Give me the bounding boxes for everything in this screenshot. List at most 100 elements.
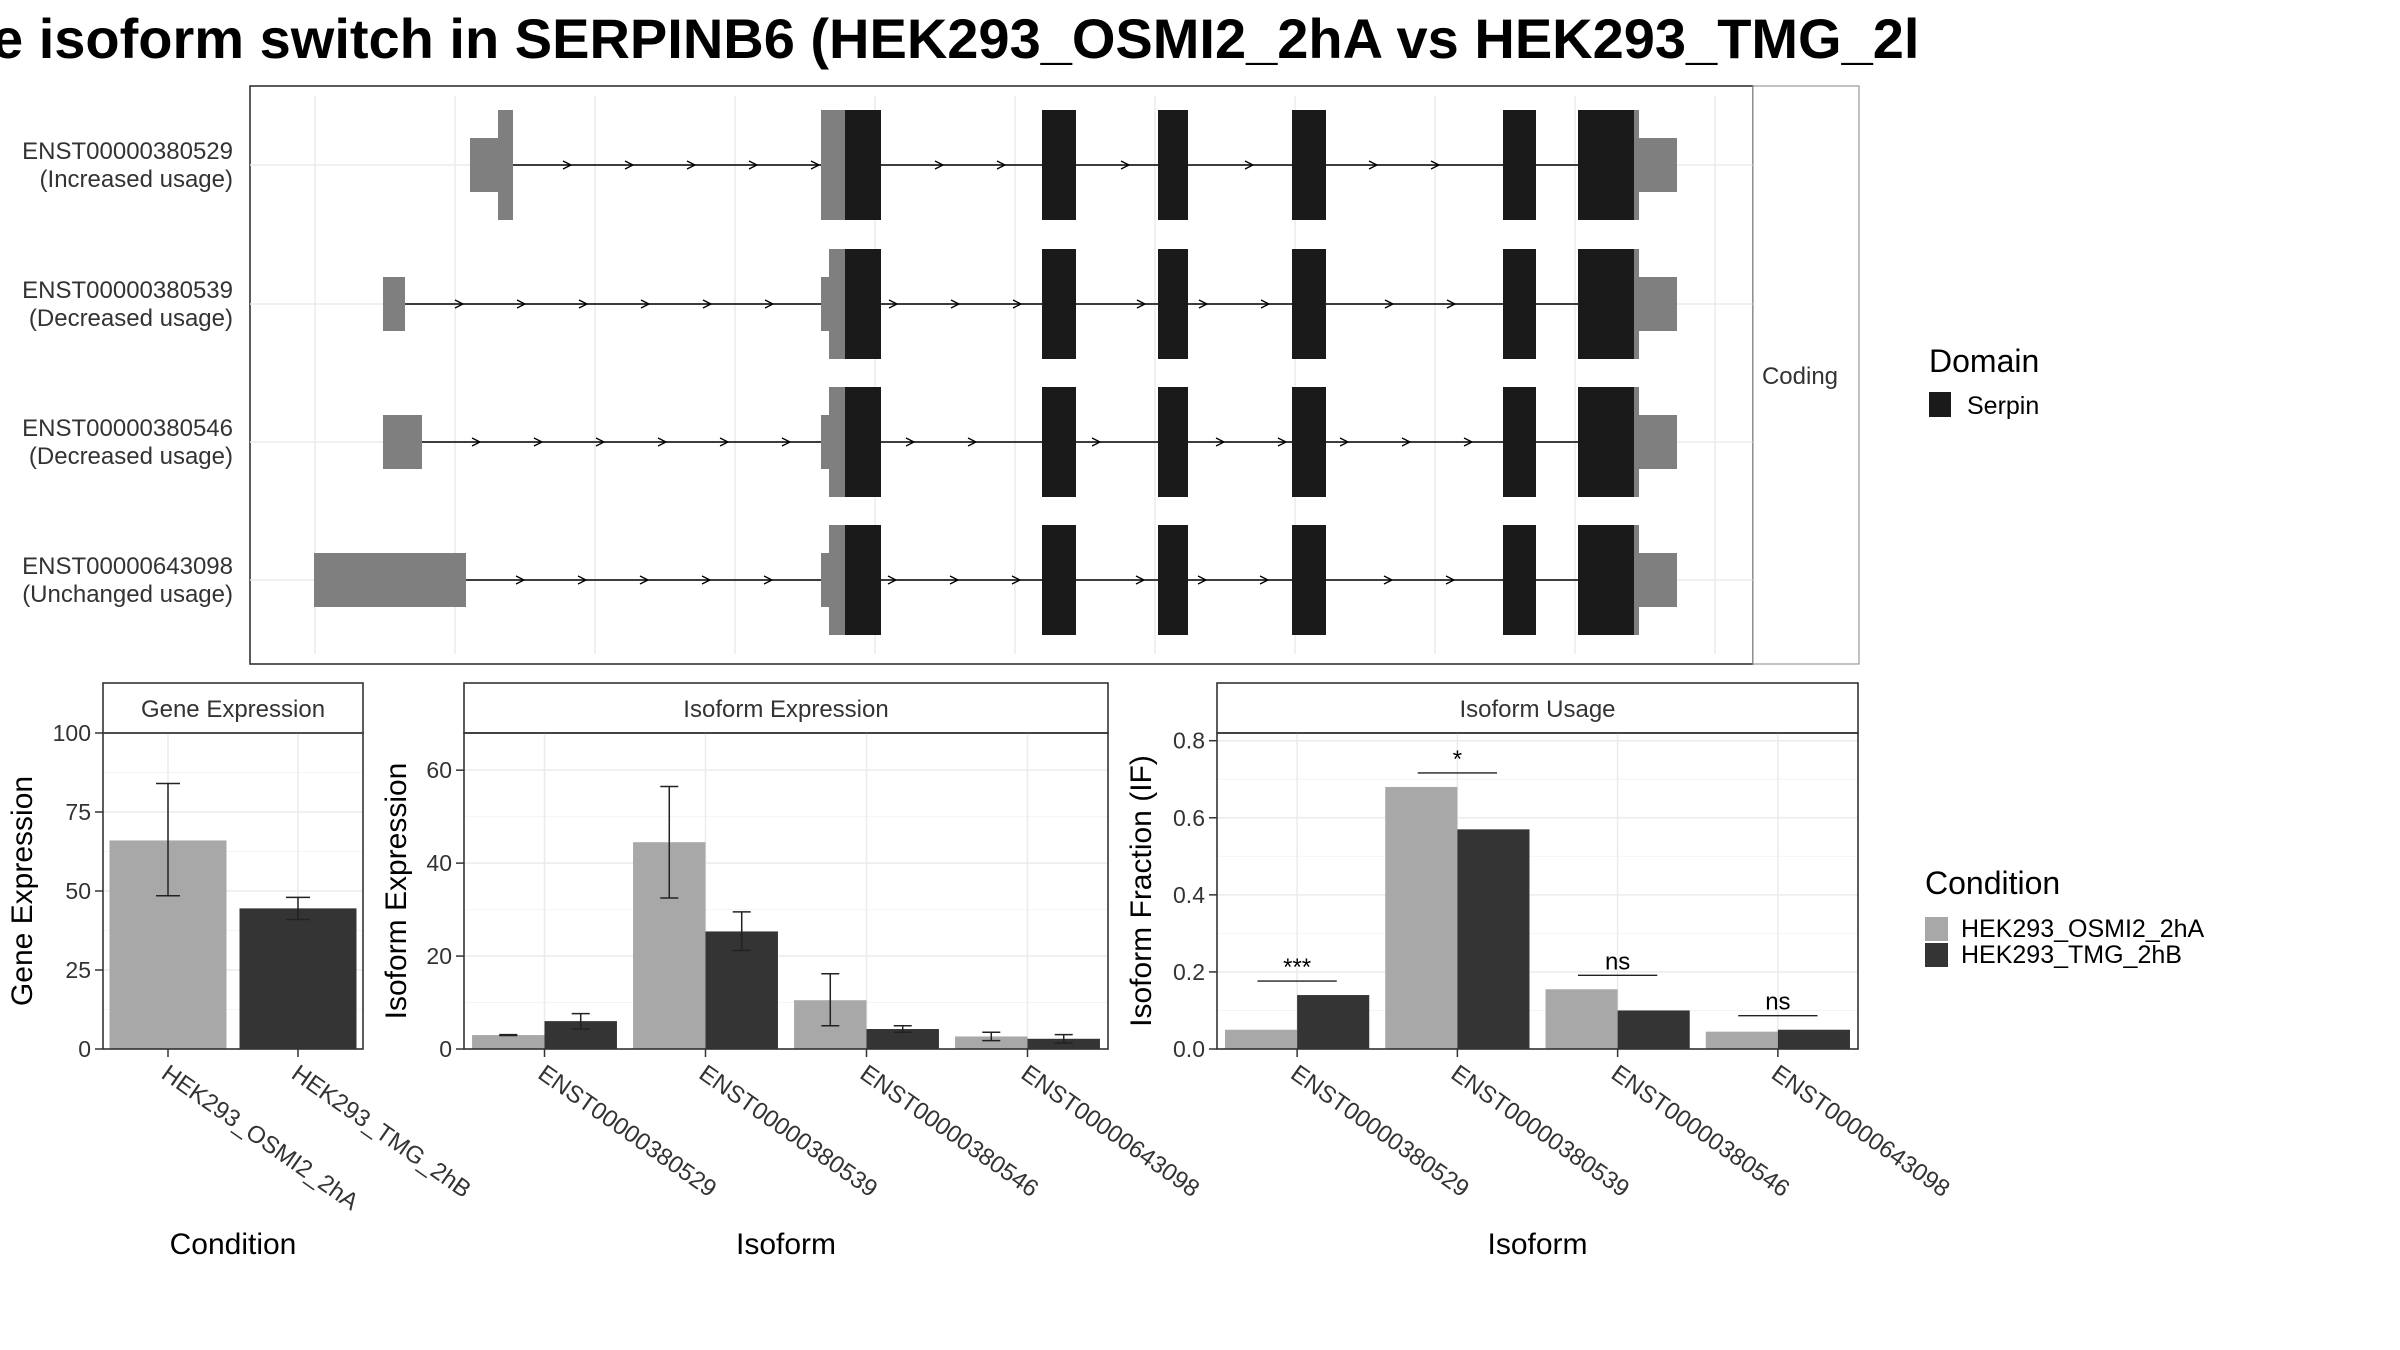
strand-arrow: [577, 575, 588, 585]
domain-legend-title: Domain: [1929, 343, 2039, 379]
y-axis-title: Gene Expression: [6, 776, 39, 1006]
serpin-legend-label: Serpin: [1967, 392, 2039, 420]
strand-arrow: [471, 437, 482, 447]
condition-legend-label-a: HEK293_OSMI2_2hA: [1961, 915, 2205, 943]
utr-exon: [1639, 277, 1677, 331]
condition-legend-key-b: [1925, 943, 1948, 967]
strand-arrow: [763, 575, 774, 585]
panel-strip-label: Isoform Usage: [1459, 696, 1615, 723]
strand-arrow: [1383, 575, 1394, 585]
bar: [1777, 1029, 1850, 1049]
transcript-status-label: (Increased usage): [40, 166, 233, 193]
utr-exon: [821, 110, 845, 220]
utr-exon: [821, 277, 831, 331]
utr-exon: [1634, 110, 1639, 220]
y-axis-title: Isoform Expression: [380, 763, 413, 1020]
strand-arrow: [1339, 437, 1350, 447]
transcript-status-label: (Decreased usage): [29, 443, 233, 470]
strand-arrow: [1244, 160, 1255, 170]
x-axis-title: Condition: [170, 1228, 297, 1261]
transcript-status-label: (Unchanged usage): [22, 581, 233, 608]
strand-arrow: [1384, 299, 1395, 309]
bar: [472, 1035, 545, 1049]
bar: [1457, 829, 1530, 1049]
serpin-domain-exon: [845, 387, 881, 497]
y-tick-label: 0.0: [1173, 1036, 1205, 1062]
strand-arrow: [996, 160, 1007, 170]
coding-strip-label: Coding: [1762, 363, 1838, 390]
utr-exon: [829, 249, 845, 359]
panel-border: [463, 732, 1109, 1050]
strand-arrow: [657, 437, 668, 447]
serpin-domain-exon: [1042, 110, 1076, 220]
strand-arrow: [810, 160, 821, 170]
strand-arrow: [624, 160, 635, 170]
x-tick-label: ENST00000380546: [855, 1060, 1043, 1203]
x-axis-title: Isoform: [1487, 1228, 1587, 1261]
strand-arrow: [1136, 299, 1147, 309]
isoform-expression-panel: Isoform ExpressionENST00000380529ENST000…: [380, 682, 1204, 1261]
utr-exon: [821, 553, 831, 607]
strand-arrow: [639, 575, 650, 585]
transcript-structure-panel: ENST00000380529(Increased usage) ENST0000…: [22, 85, 1860, 665]
serpin-domain-exon: [1292, 249, 1326, 359]
y-tick-label: 0: [78, 1036, 91, 1062]
strand-arrow: [887, 575, 898, 585]
y-tick-label: 75: [65, 799, 91, 825]
strand-arrow: [516, 299, 527, 309]
strand-arrow: [764, 299, 775, 309]
utr-exon: [1639, 553, 1677, 607]
utr-exon: [470, 138, 498, 192]
figure-title: e isoform switch in SERPINB6 (HEK293_OSM…: [0, 7, 1919, 70]
utr-exon: [1634, 525, 1639, 635]
bar: [239, 908, 357, 1049]
y-tick-label: 0.6: [1173, 805, 1205, 831]
strand-arrow: [515, 575, 526, 585]
bar: [1705, 1031, 1778, 1049]
strand-arrow: [1277, 437, 1288, 447]
strand-arrow: [1368, 160, 1379, 170]
bar: [1297, 995, 1370, 1049]
panel-strip: [102, 682, 364, 734]
serpin-domain-exon: [1158, 249, 1188, 359]
strand-arrow: [1445, 575, 1456, 585]
strand-arrow: [454, 299, 465, 309]
strand-arrow: [934, 160, 945, 170]
strand-arrow: [905, 437, 916, 447]
serpin-domain-exon: [1158, 525, 1188, 635]
serpin-domain-exon: [1042, 387, 1076, 497]
strand-arrow: [1135, 575, 1146, 585]
strand-arrow: [719, 437, 730, 447]
utr-exon: [821, 415, 831, 469]
serpin-domain-exon: [1292, 525, 1326, 635]
serpin-domain-exon: [1578, 387, 1634, 497]
y-tick-label: 0.8: [1173, 728, 1205, 754]
bar: [1545, 989, 1618, 1049]
strand-arrow: [702, 299, 713, 309]
strand-arrow: [1259, 575, 1270, 585]
strand-arrow: [533, 437, 544, 447]
serpin-domain-exon: [1042, 249, 1076, 359]
transcript-id-label: ENST00000380539: [22, 277, 233, 304]
strand-arrow: [562, 160, 573, 170]
serpin-domain-exon: [1158, 387, 1188, 497]
y-tick-label: 25: [65, 957, 91, 983]
strand-arrow: [1260, 299, 1271, 309]
condition-legend-label-b: HEK293_TMG_2hB: [1961, 941, 2182, 969]
serpin-domain-exon: [845, 110, 881, 220]
y-tick-label: 0.4: [1173, 882, 1205, 908]
isoform-usage-panel: Isoform Usage***ENST00000380529*ENST0000…: [1125, 682, 1955, 1261]
bar: [866, 1029, 939, 1049]
panel-strip-label: Gene Expression: [141, 696, 325, 723]
strand-arrow: [1463, 437, 1474, 447]
condition-legend: Condition HEK293_OSMI2_2hA HEK293_TMG_2h…: [1925, 865, 2205, 969]
serpin-domain-exon: [1503, 387, 1536, 497]
x-tick-label: ENST00000380539: [694, 1060, 882, 1203]
strand-arrow: [1091, 437, 1102, 447]
significance-label: ***: [1283, 954, 1311, 981]
panel-strip: [1216, 682, 1859, 734]
serpin-domain-exon: [1158, 110, 1188, 220]
y-tick-label: 50: [65, 878, 91, 904]
serpin-domain-exon: [1292, 110, 1326, 220]
serpin-domain-exon: [1578, 525, 1634, 635]
